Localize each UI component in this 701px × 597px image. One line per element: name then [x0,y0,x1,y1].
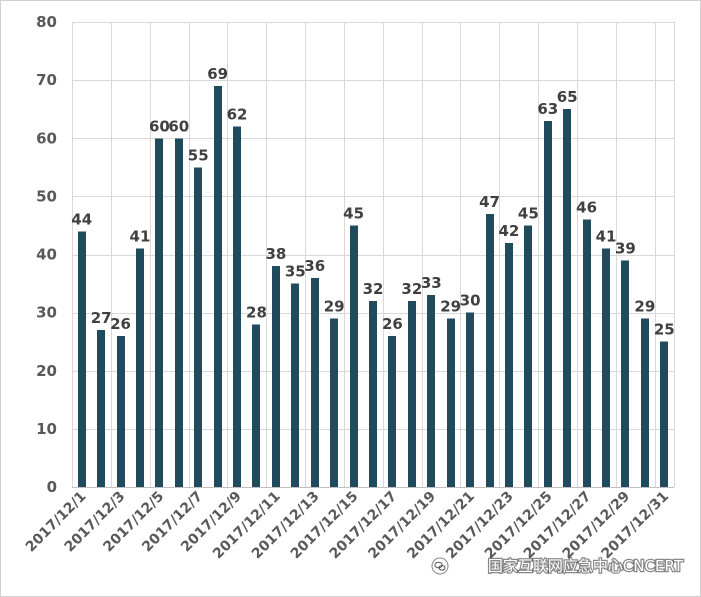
data-label: 26 [382,315,403,333]
bars [78,85,668,487]
wechat-icon [431,557,449,575]
bar [408,301,416,487]
bar [641,318,649,487]
data-label: 44 [71,210,92,228]
bar [311,277,319,487]
bar [214,85,222,487]
data-label: 38 [265,245,286,263]
data-label: 60 [168,117,189,135]
bar [330,318,338,487]
data-label: 26 [110,315,131,333]
bar [466,312,474,487]
bar [252,324,260,487]
data-labels: 4427264160605569622838353629453226323329… [71,65,674,339]
data-label: 30 [460,292,481,310]
bar [544,120,552,487]
bar [155,138,163,487]
data-label: 29 [634,297,655,315]
data-label: 42 [498,222,519,240]
data-label: 45 [518,204,539,222]
bar [272,266,280,487]
data-label: 33 [421,274,442,292]
data-label: 27 [91,309,112,327]
bar [97,330,105,487]
data-label: 29 [324,297,345,315]
bar [563,109,571,487]
y-tick-label: 20 [36,362,57,380]
bar [621,260,629,487]
data-label: 55 [188,146,209,164]
y-tick-label: 80 [36,13,57,31]
bar [447,318,455,487]
data-label: 41 [596,228,617,246]
data-label: 69 [207,65,228,83]
bar [291,283,299,487]
bar [350,225,358,487]
y-tick-label: 50 [36,187,57,205]
bar [583,219,591,487]
bar [233,126,241,487]
data-label: 25 [654,321,675,339]
bar [194,167,202,487]
y-tick-label: 40 [36,246,57,264]
data-label: 47 [479,193,500,211]
y-axis-tick-labels: 0 10 20 30 40 50 60 70 80 [36,13,57,496]
watermark-text: 国家互联网应急中心CNCERT [488,557,684,575]
data-label: 36 [304,257,325,275]
bar [505,242,513,487]
y-tick-label: 30 [36,304,57,322]
data-label: 46 [576,199,597,217]
bar [136,248,144,487]
bar [427,295,435,487]
bar [524,225,532,487]
data-label: 62 [227,106,248,124]
data-label: 45 [343,204,364,222]
data-label: 32 [401,280,422,298]
gridlines [72,22,675,488]
bar [175,138,183,487]
y-tick-label: 70 [36,71,57,89]
bar [78,231,86,487]
bar [486,213,494,487]
data-label: 41 [130,228,151,246]
bar [602,248,610,487]
bar [369,301,377,487]
data-label: 65 [557,88,578,106]
data-label: 28 [246,303,267,321]
data-label: 32 [363,280,384,298]
data-label: 29 [440,297,461,315]
y-tick-label: 10 [36,420,57,438]
watermark: 国家互联网应急中心CNCERT [431,556,685,576]
y-tick-label: 0 [47,478,57,496]
bar [660,341,668,487]
data-label: 35 [285,263,306,281]
data-label: 63 [537,100,558,118]
bar [388,335,396,487]
y-tick-label: 60 [36,129,57,147]
bar [117,335,125,487]
data-label: 39 [615,239,636,257]
data-label: 60 [149,117,170,135]
